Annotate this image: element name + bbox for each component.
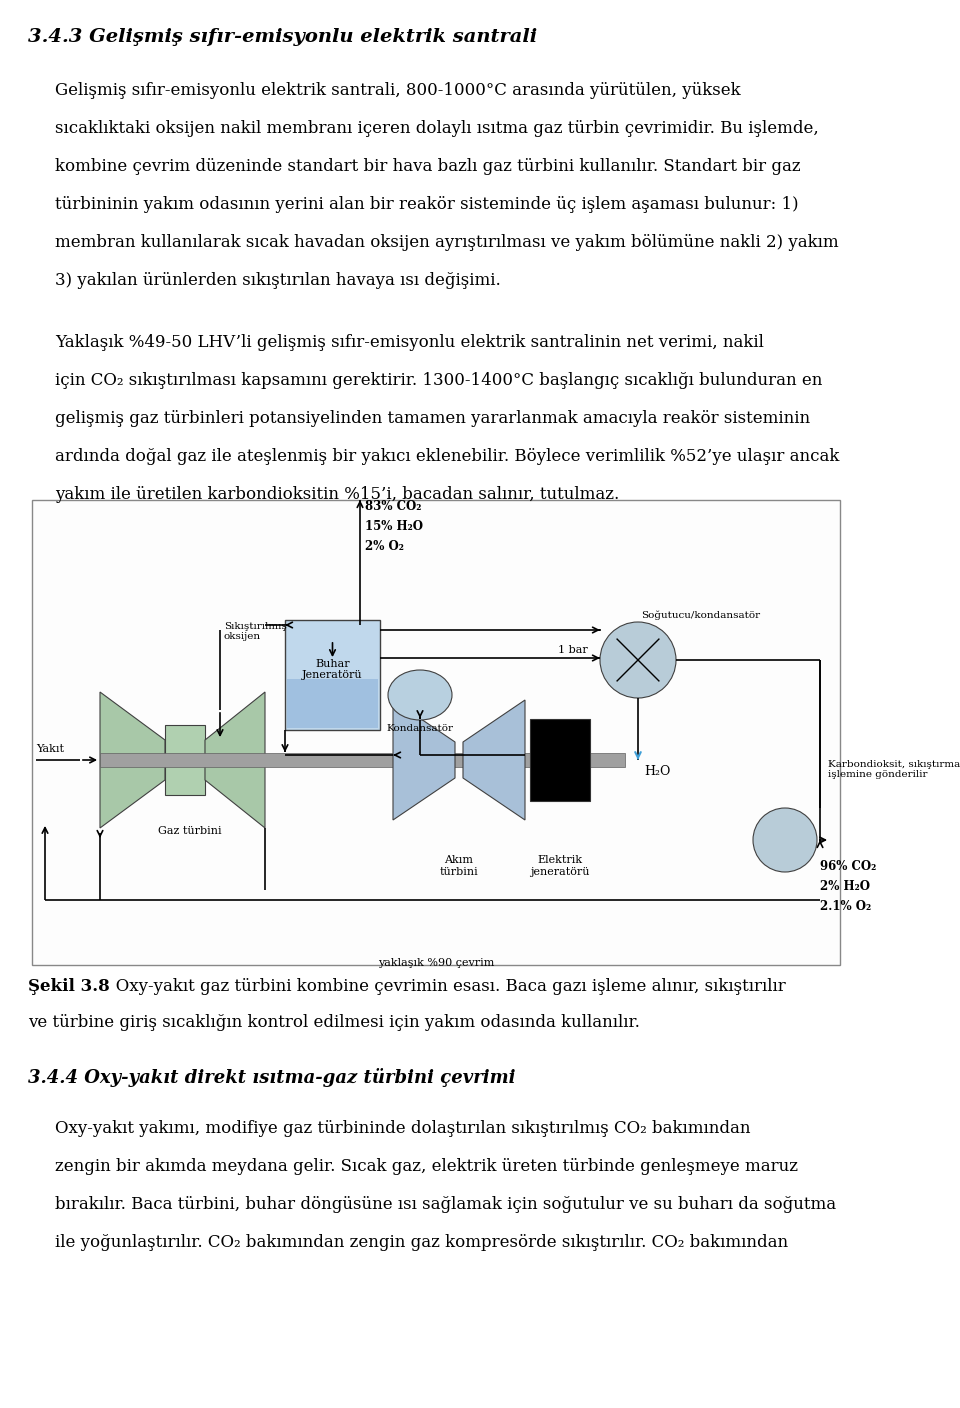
Text: ardında doğal gaz ile ateşlenmiş bir yakıcı eklenebilir. Böylece verimlilik %52’: ardında doğal gaz ile ateşlenmiş bir yak…: [55, 448, 839, 465]
Text: gelişmiş gaz türbinleri potansiyelinden tamamen yararlanmak amacıyla reakör sist: gelişmiş gaz türbinleri potansiyelinden …: [55, 410, 810, 427]
Circle shape: [600, 622, 676, 698]
Text: bırakılır. Baca türbini, buhar döngüsüne ısı sağlamak için soğutulur ve su buhar: bırakılır. Baca türbini, buhar döngüsüne…: [55, 1195, 836, 1214]
Text: 2% O₂: 2% O₂: [365, 541, 404, 553]
Text: Karbondioksit, sıkıştırma
işlemine gönderilir: Karbondioksit, sıkıştırma işlemine gönde…: [828, 760, 960, 780]
Text: Akım
türbini: Akım türbini: [440, 855, 478, 877]
Bar: [32, 500, 840, 964]
Text: Oxy-yakıt yakımı, modifiye gaz türbininde dolaştırılan sıkıştırılmış CO₂ bakımın: Oxy-yakıt yakımı, modifiye gaz türbinind…: [55, 1119, 751, 1138]
Text: 1 bar: 1 bar: [558, 645, 588, 655]
Text: Kondansatör: Kondansatör: [387, 724, 453, 734]
Text: 2.1% O₂: 2.1% O₂: [820, 900, 871, 912]
Text: için CO₂ sıkıştırılması kapsamını gerektirir. 1300-1400°C başlangıç sıcaklığı bu: için CO₂ sıkıştırılması kapsamını gerekt…: [55, 372, 823, 389]
Text: 83% CO₂: 83% CO₂: [365, 500, 421, 513]
Text: 3.4.3 Gelişmiş sıfır-emisyonlu elektrik santrali: 3.4.3 Gelişmiş sıfır-emisyonlu elektrik …: [28, 28, 538, 46]
Text: Gelişmiş sıfır-emisyonlu elektrik santrali, 800-1000°C arasında yürütülen, yükse: Gelişmiş sıfır-emisyonlu elektrik santra…: [55, 82, 740, 99]
Text: 3) yakılan ürünlerden sıkıştırılan havaya ısı değişimi.: 3) yakılan ürünlerden sıkıştırılan havay…: [55, 272, 501, 289]
Text: Yaklaşık %49-50 LHV’li gelişmiş sıfır-emisyonlu elektrik santralinin net verimi,: Yaklaşık %49-50 LHV’li gelişmiş sıfır-em…: [55, 334, 764, 351]
Text: yakım ile üretilen karbondioksitin %15’i, bacadan salınır, tutulmaz.: yakım ile üretilen karbondioksitin %15’i…: [55, 486, 619, 503]
Text: ile yoğunlaştırılır. CO₂ bakımından zengin gaz kompresörde sıkıştırılır. CO₂ bak: ile yoğunlaştırılır. CO₂ bakımından zeng…: [55, 1233, 788, 1250]
Ellipse shape: [388, 670, 452, 719]
Text: 2% H₂O: 2% H₂O: [820, 880, 870, 893]
Bar: [530, 719, 590, 801]
Text: Oxy-yakıt gaz türbini kombine çevrimin esası. Baca gazı işleme alınır, sıkıştırı: Oxy-yakıt gaz türbini kombine çevrimin e…: [100, 979, 785, 995]
Text: 96% CO₂: 96% CO₂: [820, 860, 876, 873]
Text: zengin bir akımda meydana gelir. Sıcak gaz, elektrik üreten türbinde genleşmeye : zengin bir akımda meydana gelir. Sıcak g…: [55, 1157, 798, 1176]
Polygon shape: [100, 691, 165, 828]
Text: Gaz türbini: Gaz türbini: [158, 826, 222, 836]
Text: Elektrik
jeneratörü: Elektrik jeneratörü: [530, 855, 589, 877]
Text: Buhar
Jeneratörü: Buhar Jeneratörü: [302, 659, 363, 680]
Text: H₂O: H₂O: [644, 765, 670, 779]
Text: yaklaşık %90 çevrim: yaklaşık %90 çevrim: [378, 957, 494, 969]
Polygon shape: [205, 691, 265, 828]
Circle shape: [753, 808, 817, 872]
Text: Şekil 3.8: Şekil 3.8: [28, 979, 109, 995]
Text: membran kullanılarak sıcak havadan oksijen ayrıştırılması ve yakım bölümüne nakl: membran kullanılarak sıcak havadan oksij…: [55, 234, 839, 251]
Text: Sıkıştırılmış
oksijen: Sıkıştırılmış oksijen: [224, 622, 287, 642]
Text: sıcaklıktaki oksijen nakil membranı içeren dolaylı ısıtma gaz türbin çevrimidir.: sıcaklıktaki oksijen nakil membranı içer…: [55, 120, 819, 137]
Bar: [100, 753, 625, 767]
Text: Yakıt: Yakıt: [36, 743, 64, 755]
Bar: [165, 725, 205, 796]
Polygon shape: [463, 700, 525, 819]
Text: ve türbine giriş sıcaklığın kontrol edilmesi için yakım odasında kullanılır.: ve türbine giriş sıcaklığın kontrol edil…: [28, 1014, 640, 1031]
Text: türbininin yakım odasının yerini alan bir reakör sisteminde üç işlem aşaması bul: türbininin yakım odasının yerini alan bi…: [55, 196, 799, 213]
Bar: [287, 679, 378, 728]
Text: 3.4.4 Oxy-yakıt direkt ısıtma-gaz türbini çevrimi: 3.4.4 Oxy-yakıt direkt ısıtma-gaz türbin…: [28, 1069, 516, 1087]
Text: Soğutucu/kondansatör: Soğutucu/kondansatör: [641, 611, 760, 620]
Text: 15% H₂O: 15% H₂O: [365, 520, 423, 534]
Polygon shape: [393, 700, 455, 819]
Bar: [285, 620, 380, 729]
Text: kombine çevrim düzeninde standart bir hava bazlı gaz türbini kullanılır. Standar: kombine çevrim düzeninde standart bir ha…: [55, 158, 801, 175]
